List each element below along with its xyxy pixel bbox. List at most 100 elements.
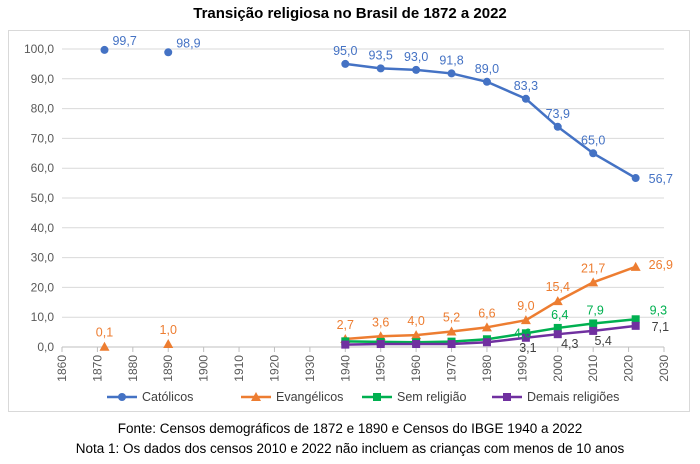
legend-label: Católicos [142,390,193,404]
x-tick-label: 1990 [515,355,529,382]
y-tick-label: 50,0 [31,191,55,205]
x-tick-label: 2000 [551,355,565,382]
data-label: 6,4 [551,308,568,322]
data-point [588,277,599,287]
y-tick-label: 30,0 [31,251,55,265]
data-point [520,315,531,325]
data-label: 5,2 [443,311,460,325]
grid-lines [62,48,664,318]
legend-marker [251,392,261,401]
data-point [447,340,456,349]
data-point [447,69,456,78]
data-point [631,315,640,324]
data-point [341,340,350,349]
footnote: Nota 1: Os dados dos censos 2010 e 2022 … [75,441,625,456]
data-label: 99,7 [112,34,136,48]
y-tick-label: 20,0 [31,280,55,294]
data-label: 7,1 [652,320,669,334]
data-label: 98,9 [176,36,200,50]
data-point [164,48,173,57]
y-tick-label: 0,0 [37,340,54,354]
x-tick-label: 1860 [55,355,69,382]
legend-label: Sem religião [397,390,467,404]
x-tick-label: 1880 [126,355,140,382]
y-tick-label: 100,0 [24,42,54,56]
data-label: 6,6 [478,306,495,320]
chart-title: Transição religiosa no Brasil de 1872 a … [193,5,507,22]
data-point [412,65,421,74]
data-label: 93,5 [369,48,393,62]
data-point [411,330,422,340]
legend-item: Sem religião [362,390,467,404]
x-tick-label: 1960 [409,355,423,382]
source-note: Fonte: Censos demográficos de 1872 e 189… [117,421,583,436]
data-labels: 99,7 98,9 95,0 93,5 93,0 91,8 89,0 83,3 73,9 65,0… [96,34,673,355]
data-label: 56,7 [649,172,673,186]
x-tick-label: 1920 [267,355,281,382]
data-label: 2,7 [337,318,354,332]
series-3 [341,321,640,349]
y-tick-label: 70,0 [31,131,55,145]
chart-frame [8,30,690,412]
data-point [589,319,598,328]
data-label: 4,3 [561,337,578,351]
data-label: 9,3 [650,303,667,317]
data-label: 1,0 [160,323,177,337]
data-label: 5,4 [594,334,611,348]
data-point [589,326,598,335]
legend-label: Demais religiões [527,390,619,404]
x-tick-label: 2010 [586,355,600,382]
data-point [99,341,110,351]
data-point [521,94,530,103]
x-tick-label: 1950 [374,355,388,382]
data-point [630,261,641,271]
y-tick-label: 60,0 [31,161,55,175]
data-label: 93,0 [404,50,428,64]
x-tick-label: 1910 [232,355,246,382]
data-point [481,322,492,332]
data-label: 3,1 [519,341,536,355]
x-tick-label: 1900 [197,355,211,382]
data-point [376,340,385,349]
x-tick-label: 1980 [480,355,494,382]
y-tick-label: 10,0 [31,310,55,324]
data-point [589,149,598,158]
data-label: 4,6 [514,326,531,340]
data-point [482,338,491,347]
data-point [163,339,174,349]
data-point [521,329,530,338]
data-point [631,174,640,183]
data-point [553,323,562,332]
data-label: 89,0 [475,62,499,76]
axes: 0,0 10,0 20,0 30,0 40,0 50,0 60,0 70,0 80,0 90,0 1… [24,42,671,382]
legend-marker [503,393,511,401]
y-tick-label: 90,0 [31,72,55,86]
data-point [482,77,491,86]
legend-item: Evangélicos [241,390,343,404]
data-point [631,321,640,330]
data-label: 26,9 [649,258,673,272]
data-label: 3,6 [372,315,389,329]
data-label: 73,9 [546,107,570,121]
legend: Católicos Evangélicos Sem religião Demais r… [107,390,619,404]
data-point [553,330,562,339]
x-tick-label: 2020 [622,355,636,382]
y-tick-label: 80,0 [31,102,55,116]
x-tick-label: 1890 [161,355,175,382]
y-tick-label: 40,0 [31,221,55,235]
data-label: 0,1 [96,326,113,340]
data-label: 15,4 [546,280,570,294]
series-layer [99,45,641,351]
x-tick-label: 1930 [303,355,317,382]
data-label: 7,9 [586,303,603,317]
legend-item: Demais religiões [492,390,619,404]
x-tick-label: 1870 [90,355,104,382]
data-point [521,333,530,342]
legend-item: Católicos [107,390,193,404]
data-point [100,45,109,54]
legend-marker [118,393,126,401]
data-label: 95,0 [333,44,357,58]
series-0 [100,45,640,183]
data-label: 4,0 [407,314,424,328]
data-point [552,296,563,306]
